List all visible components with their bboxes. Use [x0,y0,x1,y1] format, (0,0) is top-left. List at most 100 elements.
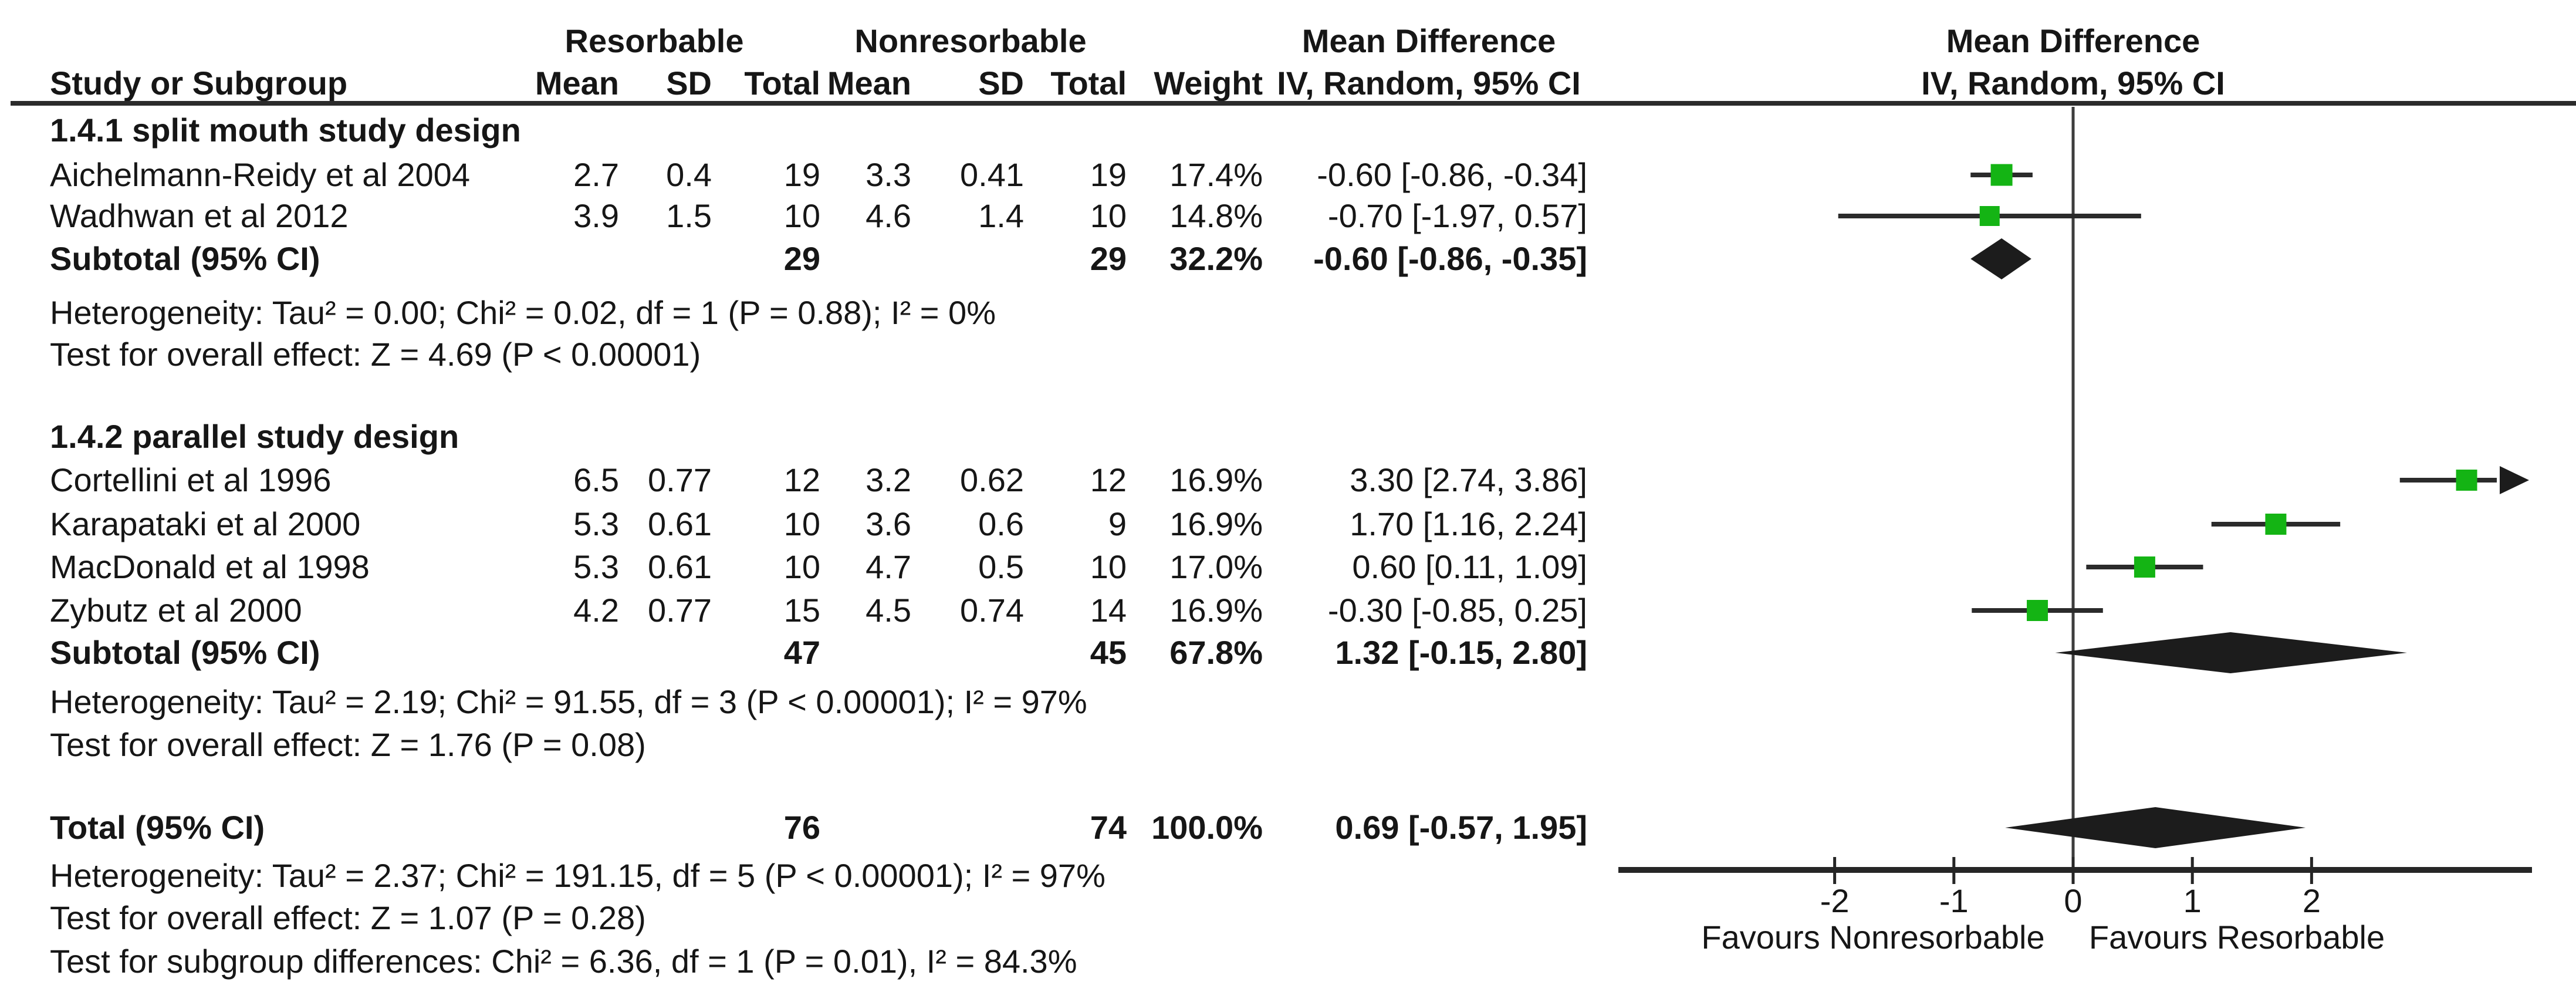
non-sd: 1.4 [978,197,1024,234]
res-sd: 0.61 [648,548,712,585]
header-non-sd: SD [978,65,1024,102]
study-marker [2456,470,2477,491]
res-total: 10 [783,505,820,542]
res-sd: 0.4 [666,156,712,193]
header-res-total: Total [744,65,820,102]
header-nonresorbable: Nonresorbable [854,22,1087,59]
ci-text: -0.60 [-0.86, -0.34] [1317,156,1587,193]
res-total: 10 [783,197,820,234]
header-ci-method-plot: IV, Random, 95% CI [1921,65,2225,102]
non-sd: 0.6 [978,505,1024,542]
subgroup-label: 1.4.1 split mouth study design [50,112,521,149]
study-name: Aichelmann-Reidy et al 2004 [50,156,470,193]
study-marker [1979,206,2000,226]
tick-label: 1 [2183,882,2202,919]
non-total: 10 [1090,548,1127,585]
tick-label: 2 [2302,882,2321,919]
tick-label: -2 [1820,882,1850,919]
ci-arrowhead [2500,466,2529,494]
res-total: 19 [783,156,820,193]
subtotal-diamond [2055,632,2407,673]
non-total: 10 [1090,197,1127,234]
header-res-mean: Mean [535,65,619,102]
header-non-total: Total [1050,65,1127,102]
ci-text: 0.60 [0.11, 1.09] [1352,548,1587,585]
subtotal-res-total: 29 [783,240,820,277]
subtotal-non-total: 45 [1090,634,1127,671]
tick-label: 0 [2064,882,2083,919]
res-sd: 0.61 [648,505,712,542]
weight: 14.8% [1169,197,1263,234]
subtotal-ci-text: 1.32 [-0.15, 2.80] [1335,634,1587,671]
non-mean: 3.2 [866,461,911,498]
total-diamond [2005,807,2306,848]
subtotal-weight: 67.8% [1169,634,1263,671]
axis-right-label: Favours Resorbable [2088,919,2385,956]
ci-text: 1.70 [1.16, 2.24] [1350,505,1587,542]
res-mean: 4.2 [573,592,619,629]
non-total: 19 [1090,156,1127,193]
total-non-total: 74 [1090,809,1127,846]
non-mean: 4.6 [866,197,911,234]
study-name: Karapataki et al 2000 [50,505,361,542]
study-name: Cortellini et al 1996 [50,461,332,498]
non-sd: 0.5 [978,548,1024,585]
subtotal-non-total: 29 [1090,240,1127,277]
heterogeneity-note: Heterogeneity: Tau² = 0.00; Chi² = 0.02,… [50,294,996,331]
ci-text: -0.70 [-1.97, 0.57] [1327,197,1587,234]
study-marker [2134,556,2155,578]
non-total: 12 [1090,461,1127,498]
ci-text: -0.30 [-0.85, 0.25] [1327,592,1587,629]
res-mean: 5.3 [573,548,619,585]
subgroup-label: 1.4.2 parallel study design [50,418,459,455]
res-sd: 1.5 [666,197,712,234]
study-name: Wadhwan et al 2012 [50,197,349,234]
study-name: MacDonald et al 1998 [50,548,370,585]
total-res-total: 76 [783,809,820,846]
tick-label: -1 [1939,882,1969,919]
study-marker [1990,164,2013,186]
overall-effect-note: Test for overall effect: Z = 4.69 (P < 0… [50,336,701,373]
header-ci-method-text: IV, Random, 95% CI [1277,65,1581,102]
header-divider [11,101,2576,106]
non-total: 14 [1090,592,1127,629]
header-weight: Weight [1154,65,1263,102]
overall-effect-note: Test for overall effect: Z = 1.76 (P = 0… [50,726,646,763]
weight: 17.4% [1169,156,1263,193]
res-total: 15 [783,592,820,629]
res-sd: 0.77 [648,461,712,498]
weight: 17.0% [1169,548,1263,585]
ci-text: 3.30 [2.74, 3.86] [1350,461,1587,498]
non-mean: 4.7 [866,548,911,585]
subtotal-label: Subtotal (95% CI) [50,634,320,671]
weight: 16.9% [1169,592,1263,629]
res-total: 12 [783,461,820,498]
study-marker [2265,514,2287,535]
header-non-mean: Mean [827,65,911,102]
non-sd: 0.74 [960,592,1024,629]
axis-left-label: Favours Nonresorbable [1701,919,2045,956]
total-weight: 100.0% [1151,809,1263,846]
non-sd: 0.41 [960,156,1024,193]
res-mean: 2.7 [573,156,619,193]
header-mean-difference-plot: Mean Difference [1946,22,2200,59]
subgroup-differences-note: Test for subgroup differences: Chi² = 6.… [50,943,1077,980]
weight: 16.9% [1169,505,1263,542]
res-mean: 6.5 [573,461,619,498]
heterogeneity-note: Heterogeneity: Tau² = 2.19; Chi² = 91.55… [50,683,1087,720]
non-sd: 0.62 [960,461,1024,498]
non-total: 9 [1108,505,1127,542]
header-study-col: Study or Subgroup [50,65,348,102]
heterogeneity-note: Heterogeneity: Tau² = 2.37; Chi² = 191.1… [50,857,1106,894]
weight: 16.9% [1169,461,1263,498]
overall-effect-note: Test for overall effect: Z = 1.07 (P = 0… [50,899,646,936]
header-mean-difference-text: Mean Difference [1301,22,1556,59]
non-mean: 4.5 [866,592,911,629]
res-mean: 3.9 [573,197,619,234]
study-marker [2027,600,2048,621]
study-name: Zybutz et al 2000 [50,592,302,629]
subtotal-diamond [1970,238,2031,279]
res-total: 10 [783,548,820,585]
